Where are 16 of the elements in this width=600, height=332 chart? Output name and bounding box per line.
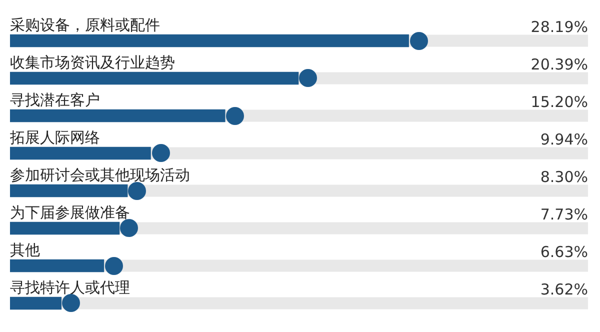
data-label: 15.20% bbox=[530, 92, 588, 111]
data-label: 3.62% bbox=[540, 280, 588, 298]
y-tick-label: 寻找特许人或代理 bbox=[10, 278, 130, 296]
y-tick-label: 为下届参展做准备 bbox=[10, 203, 130, 222]
data-label: 20.39% bbox=[530, 55, 588, 74]
y-tick-label: 采购设备，原料或配件 bbox=[10, 16, 160, 34]
y-tick-label: 寻找潜在客户 bbox=[10, 90, 100, 109]
data-label: 7.73% bbox=[540, 205, 588, 224]
data-label: 28.19% bbox=[530, 18, 588, 36]
y-tick-label: 拓展人际网络 bbox=[9, 128, 100, 146]
data-label: 9.94% bbox=[540, 130, 588, 148]
data-label: 6.63% bbox=[540, 242, 588, 261]
y-tick-label: 其他 bbox=[10, 240, 40, 259]
data-label: 8.30% bbox=[540, 168, 588, 186]
y-tick-label: 参加研讨会或其他现场活动 bbox=[10, 166, 190, 184]
y-tick-label: 收集市场资讯及行业趋势 bbox=[10, 53, 175, 72]
